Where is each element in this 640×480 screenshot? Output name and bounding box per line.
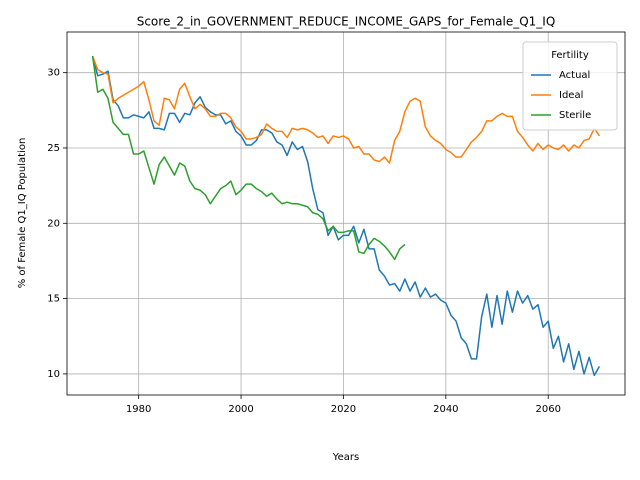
x-axis-label: Years [332,452,359,463]
y-tick-label: 10 [47,369,60,380]
x-tick-label: 2040 [433,404,458,415]
y-axis-label: % of Female Q1_IQ Population [17,138,28,289]
legend-label: Ideal [559,90,583,101]
legend-box [522,41,618,131]
chart-title: Score_2_in_GOVERNMENT_REDUCE_INCOME_GAPS… [137,15,556,29]
x-tick-label: 2020 [331,404,356,415]
y-tick-label: 25 [47,143,60,154]
data-line [91,55,601,164]
plot-frame [66,31,626,396]
y-tick-label: 15 [47,294,60,305]
data-line [91,55,406,261]
legend-title: Fertility [551,50,589,61]
x-tick-label: 2000 [228,404,253,415]
x-tick-label: 2060 [535,404,560,415]
y-tick-label: 30 [47,68,60,79]
x-tick-label: 1980 [126,404,151,415]
y-tick-label: 20 [47,218,60,229]
legend-label: Sterile [559,110,591,121]
legend-label: Actual [559,70,590,81]
legend: Fertility Actual Ideal Sterile [522,41,618,131]
data-line [91,55,601,377]
